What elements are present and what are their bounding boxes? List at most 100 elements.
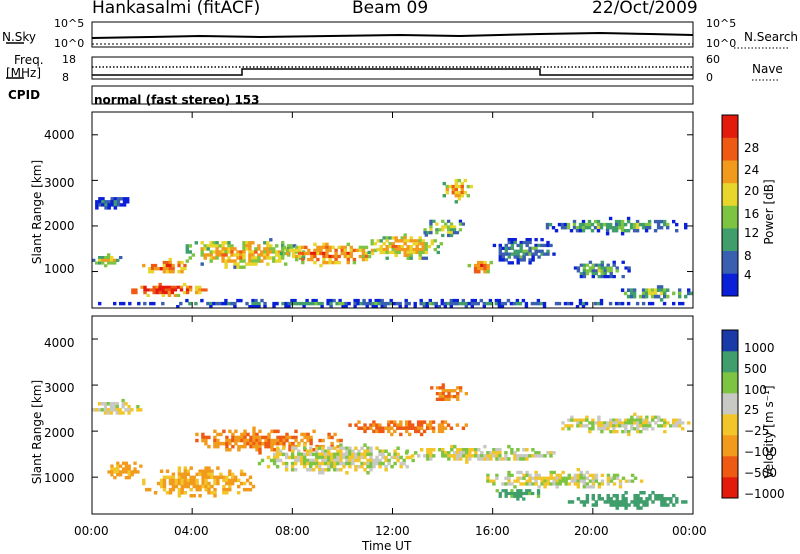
power-cell xyxy=(626,216,631,221)
velocity-cell xyxy=(582,485,586,489)
power-colorbar-segment xyxy=(722,137,738,161)
power-ytick-3000: 3000 xyxy=(44,176,75,190)
power-cell xyxy=(614,226,619,230)
velocity-cell xyxy=(486,454,490,458)
power-cell xyxy=(209,241,213,245)
power-colorbar-segment xyxy=(722,160,738,184)
velocity-cell xyxy=(525,454,529,458)
velocity-cell xyxy=(675,424,679,428)
velocity-cell xyxy=(642,427,646,431)
velocity-cell xyxy=(438,397,442,401)
power-cell xyxy=(148,267,152,271)
power-cell xyxy=(298,251,302,256)
power-cell xyxy=(614,219,619,224)
velocity-cell xyxy=(486,476,490,480)
velocity-cell xyxy=(489,454,493,458)
velocity-cell xyxy=(498,457,502,461)
power-cell xyxy=(332,298,336,303)
power-cb-tick-28: 28 xyxy=(744,141,760,155)
velocity-cell xyxy=(369,449,373,453)
velocity-cell xyxy=(618,421,622,425)
power-cell xyxy=(597,275,601,279)
power-cell xyxy=(575,305,580,309)
power-cell xyxy=(534,249,538,253)
power-cell xyxy=(209,259,213,263)
power-cell xyxy=(546,249,550,253)
power-cell xyxy=(464,305,468,309)
velocity-cell xyxy=(130,473,134,477)
power-cell xyxy=(406,256,410,260)
velocity-cell xyxy=(97,402,102,406)
velocity-cell xyxy=(606,424,610,428)
power-cell xyxy=(406,253,410,257)
power-cell xyxy=(282,251,287,256)
velocity-cell xyxy=(318,446,322,450)
power-cell xyxy=(617,226,622,230)
power-cell xyxy=(227,256,231,260)
velocity-cell xyxy=(239,469,244,473)
power-cell xyxy=(320,301,324,306)
velocity-cell xyxy=(255,435,259,440)
velocity-cell xyxy=(423,454,427,458)
velocity-cell xyxy=(510,482,514,486)
velocity-cell xyxy=(440,429,445,434)
power-cell xyxy=(582,275,587,279)
power-cell xyxy=(257,247,261,251)
power-cell xyxy=(460,191,464,195)
power-cell xyxy=(620,288,625,292)
power-cell xyxy=(418,242,422,246)
power-cell xyxy=(458,219,463,223)
power-cell xyxy=(165,260,169,265)
velocity-cell xyxy=(687,421,691,425)
power-cell xyxy=(429,231,433,235)
velocity-cell xyxy=(216,466,220,470)
power-cell xyxy=(161,291,165,295)
velocity-cell xyxy=(222,491,226,495)
velocity-cell xyxy=(645,503,649,507)
velocity-cell xyxy=(510,489,514,493)
power-cell xyxy=(436,245,440,249)
power-cell xyxy=(374,301,378,306)
velocity-cell xyxy=(198,484,202,489)
power-cell xyxy=(650,301,655,306)
power-cell xyxy=(663,288,667,292)
velocity-cell xyxy=(381,449,385,453)
velocity-cell xyxy=(630,424,634,428)
velocity-cell xyxy=(294,468,298,472)
power-cell xyxy=(302,305,306,309)
power-cell xyxy=(183,267,187,271)
velocity-cell xyxy=(465,451,469,455)
velocity-cell xyxy=(109,405,113,409)
velocity-cell xyxy=(425,426,430,430)
power-cell xyxy=(603,269,607,273)
velocity-cell xyxy=(510,473,514,477)
power-cell xyxy=(322,245,326,250)
velocity-cell xyxy=(195,472,199,477)
velocity-cell xyxy=(516,476,520,480)
velocity-cell xyxy=(459,389,463,393)
velocity-cell xyxy=(109,402,113,406)
power-cell xyxy=(251,241,255,245)
power-cell xyxy=(581,229,586,233)
velocity-cell xyxy=(576,497,581,501)
velocity-cell xyxy=(431,420,436,424)
power-cell xyxy=(442,194,446,198)
velocity-cell xyxy=(249,444,253,449)
velocity-cell xyxy=(582,479,586,483)
velocity-cell xyxy=(624,497,628,501)
velocity-cell xyxy=(456,451,460,455)
power-cell xyxy=(593,301,598,306)
velocity-ytick-1000: 1000 xyxy=(44,471,75,485)
power-cell xyxy=(188,301,192,306)
power-cell xyxy=(367,250,371,255)
power-cell xyxy=(293,301,297,306)
velocity-cell xyxy=(201,484,205,489)
power-cell xyxy=(415,245,419,249)
power-cell xyxy=(341,305,345,309)
velocity-cell xyxy=(119,464,123,468)
velocity-cell xyxy=(606,497,610,501)
velocity-cell xyxy=(225,438,229,443)
velocity-cell xyxy=(621,494,625,498)
velocity-cell xyxy=(234,429,238,434)
velocity-cell xyxy=(387,461,391,466)
